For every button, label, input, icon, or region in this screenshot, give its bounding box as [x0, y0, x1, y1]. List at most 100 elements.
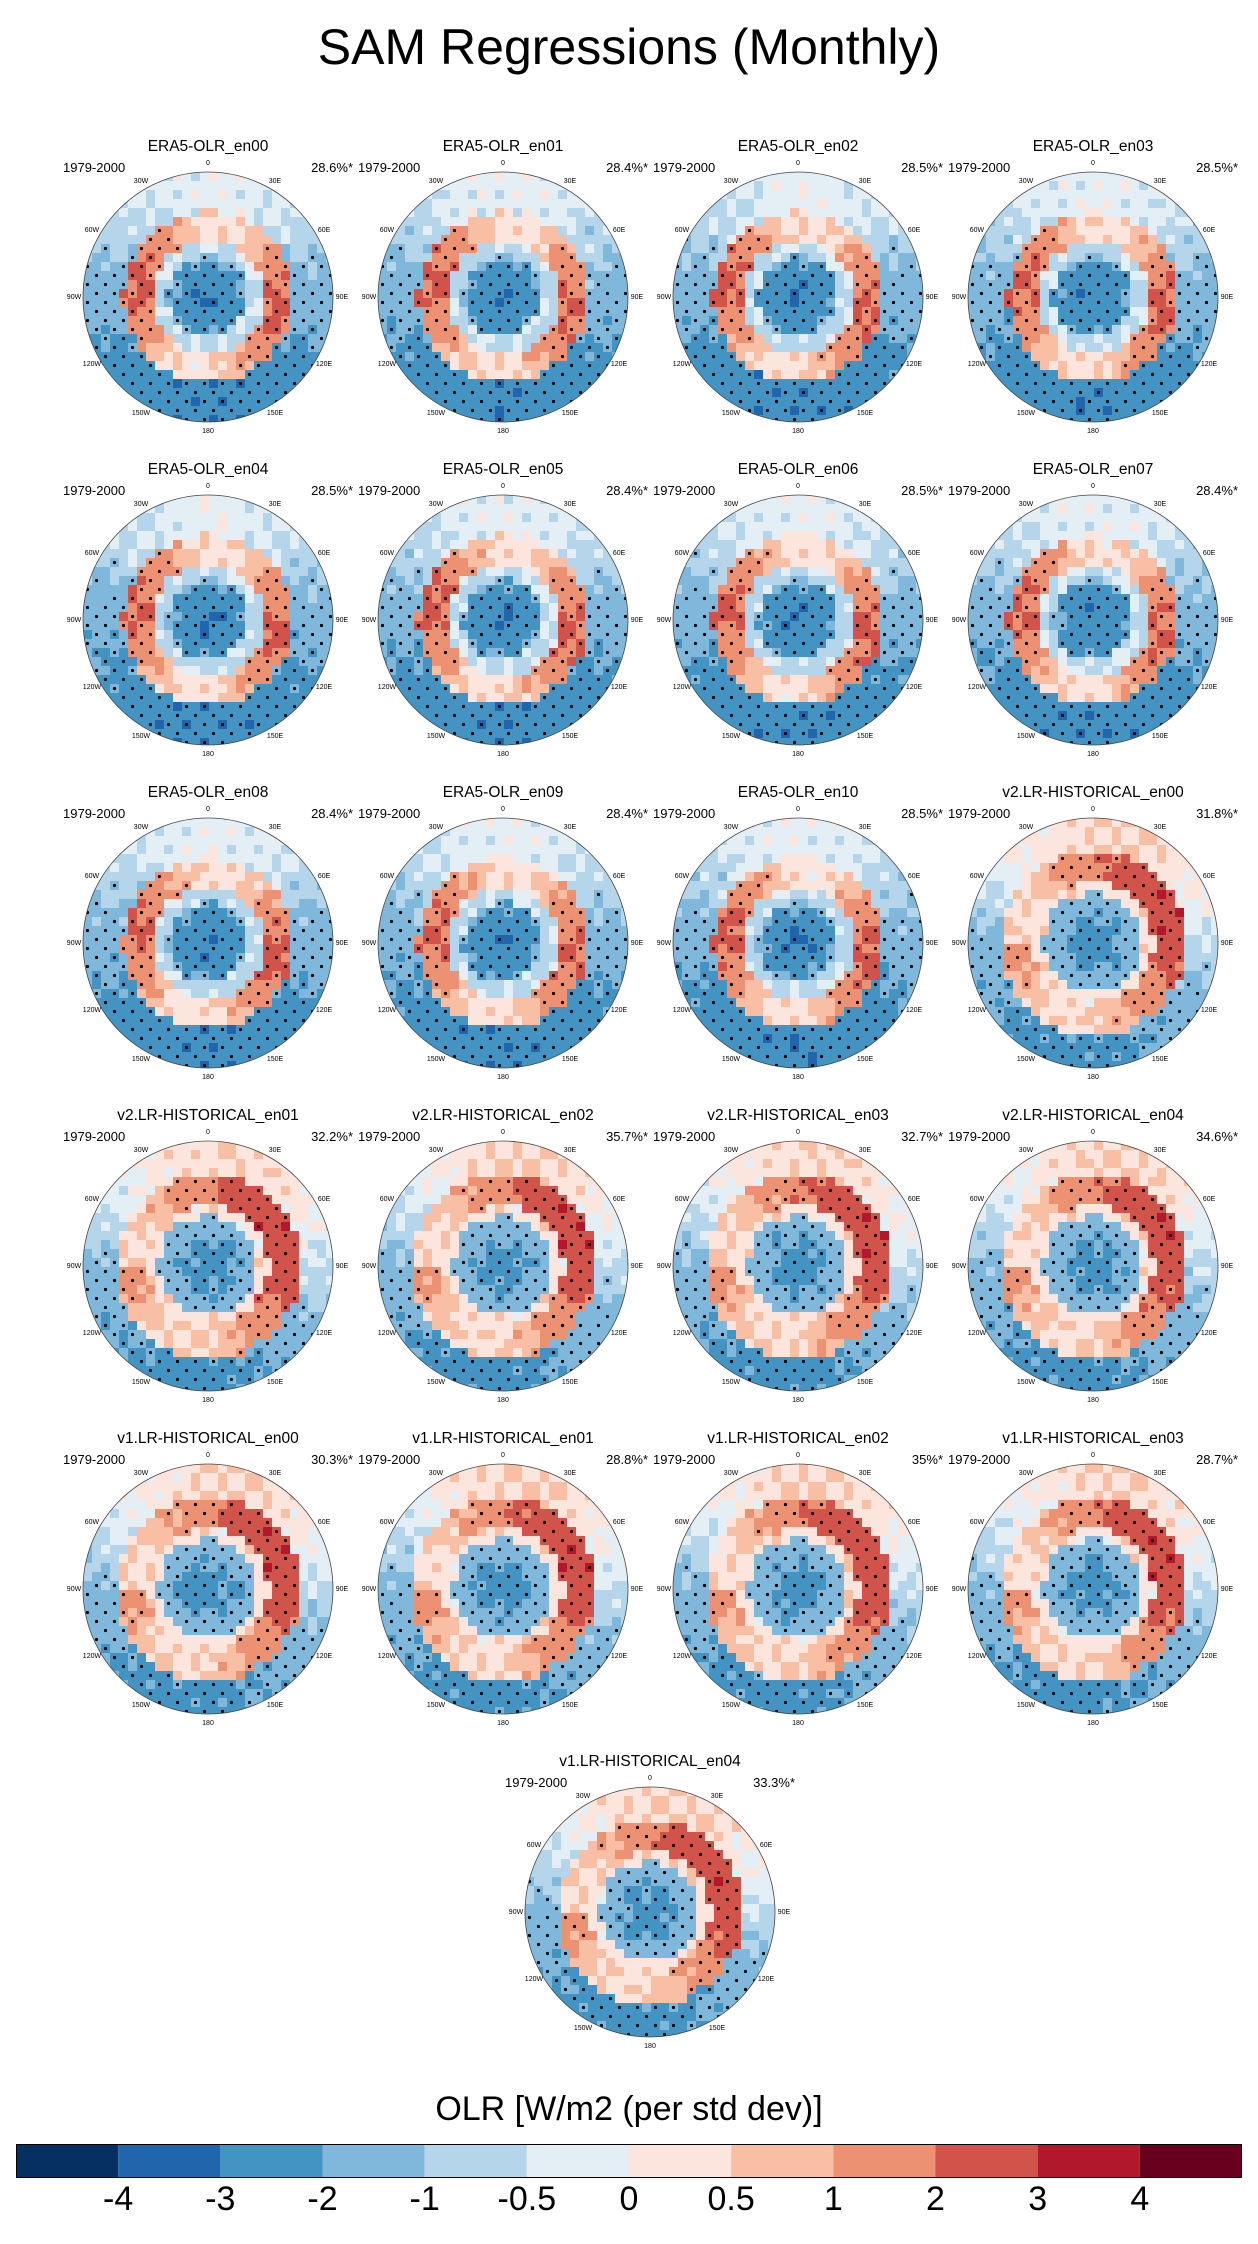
significance-dot	[229, 264, 234, 269]
significance-dot	[319, 587, 324, 592]
map-cell	[1112, 208, 1122, 218]
map-cell	[576, 558, 586, 568]
map-cell	[101, 549, 111, 559]
map-cell	[709, 199, 719, 209]
map-cell	[790, 334, 800, 344]
significance-dot	[193, 264, 198, 269]
significance-dot	[1069, 327, 1074, 332]
map-cell	[576, 199, 586, 209]
map-cell	[1139, 280, 1149, 290]
map-cell	[531, 199, 541, 209]
significance-dot	[979, 291, 984, 296]
map-cell	[432, 325, 442, 335]
map-cell	[513, 567, 523, 577]
map-cell	[164, 280, 174, 290]
map-cell	[200, 334, 210, 344]
map-cell	[173, 549, 183, 559]
map-cell	[396, 226, 406, 236]
map-cell	[281, 217, 291, 227]
map-cell	[182, 361, 192, 371]
map-cell	[450, 540, 460, 550]
significance-dot	[1087, 309, 1092, 314]
map-cell	[414, 612, 424, 622]
significance-dot	[542, 372, 547, 377]
map-cell	[504, 684, 514, 694]
map-cell	[218, 244, 228, 254]
significance-dot	[443, 560, 448, 565]
map-cell	[155, 316, 165, 326]
map-cell	[92, 603, 102, 613]
map-cell	[432, 540, 442, 550]
map-cell	[486, 567, 496, 577]
significance-dot	[166, 399, 171, 404]
map-cell	[468, 226, 478, 236]
significance-dot	[425, 668, 430, 673]
map-cell	[673, 271, 683, 281]
significance-dot	[407, 650, 412, 655]
map-cell	[540, 271, 550, 281]
map-cell	[504, 226, 514, 236]
map-cell	[128, 657, 138, 667]
map-cell	[540, 504, 550, 514]
map-cell	[531, 172, 541, 182]
map-cell	[191, 702, 201, 712]
map-cell	[182, 208, 192, 218]
map-cell	[227, 549, 237, 559]
map-cell	[378, 630, 388, 640]
map-panel: ERA5-OLR_en00 1979-2000 28.6%* 0 30E 60E 90E 12…	[63, 138, 353, 448]
map-cell	[504, 576, 514, 586]
map-cell	[531, 244, 541, 254]
significance-dot	[112, 363, 117, 368]
map-cell	[209, 495, 219, 505]
panel-title: ERA5-OLR_en05	[442, 461, 564, 478]
map-cell	[576, 217, 586, 227]
significance-dot	[801, 282, 806, 287]
map-cell	[1031, 208, 1041, 218]
significance-dot	[238, 309, 243, 314]
map-cell	[513, 576, 523, 586]
map-cell	[155, 325, 165, 335]
map-cell	[164, 181, 174, 191]
map-cell	[119, 549, 129, 559]
map-cell	[799, 370, 809, 380]
map-cell	[504, 415, 514, 422]
map-cell	[862, 316, 872, 326]
map-cell	[1139, 271, 1149, 281]
map-cell	[209, 334, 219, 344]
map-cell	[236, 540, 246, 550]
map-cell	[146, 334, 156, 344]
map-cell	[531, 208, 541, 218]
map-cell	[1076, 361, 1086, 371]
map-cell	[173, 657, 183, 667]
significance-dot	[452, 659, 457, 664]
map-cell	[504, 558, 514, 568]
map-cell	[486, 325, 496, 335]
longitude-label: 180	[1087, 428, 1099, 435]
map-cell	[218, 343, 228, 353]
map-cell	[889, 226, 899, 236]
map-cell	[281, 702, 291, 712]
significance-dot	[416, 390, 421, 395]
map-cell	[441, 244, 451, 254]
map-cell	[995, 316, 1005, 326]
map-cell	[263, 531, 273, 541]
significance-dot	[524, 300, 529, 305]
map-cell	[495, 639, 505, 649]
significance-dot	[560, 677, 565, 682]
map-cell	[459, 199, 469, 209]
significance-dot	[328, 309, 333, 314]
map-cell	[540, 585, 550, 595]
map-cell	[585, 298, 595, 308]
map-cell	[209, 289, 219, 299]
map-cell	[540, 666, 550, 676]
map-cell	[880, 370, 890, 380]
significance-dot	[1168, 336, 1173, 341]
map-cell	[227, 504, 237, 514]
map-cell	[200, 558, 210, 568]
map-cell	[414, 307, 424, 317]
panel-period: 1979-2000	[358, 160, 421, 175]
map-cell	[977, 298, 987, 308]
significance-dot	[202, 291, 207, 296]
